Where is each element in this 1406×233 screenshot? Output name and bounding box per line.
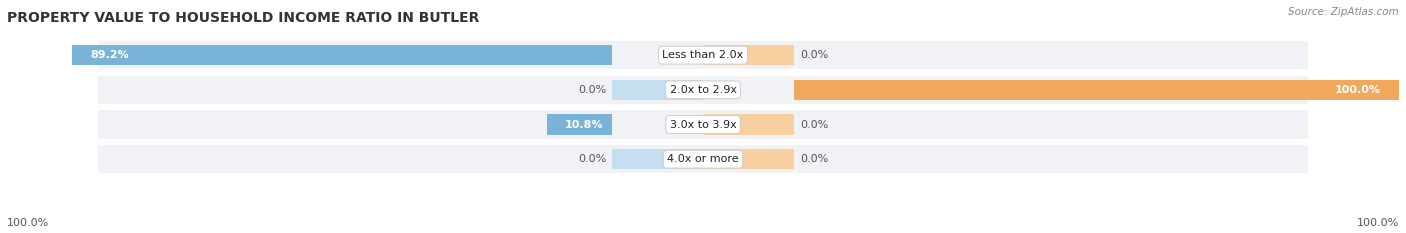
Text: PROPERTY VALUE TO HOUSEHOLD INCOME RATIO IN BUTLER: PROPERTY VALUE TO HOUSEHOLD INCOME RATIO…	[7, 10, 479, 24]
Text: 100.0%: 100.0%	[1357, 218, 1399, 228]
Text: 3.0x to 3.9x: 3.0x to 3.9x	[669, 120, 737, 130]
Text: 0.0%: 0.0%	[800, 50, 828, 60]
Bar	[612, 80, 703, 100]
Text: Source: ZipAtlas.com: Source: ZipAtlas.com	[1288, 7, 1399, 17]
Bar	[72, 45, 612, 65]
Text: 2.0x to 2.9x: 2.0x to 2.9x	[669, 85, 737, 95]
Text: 0.0%: 0.0%	[578, 154, 606, 164]
Text: 100.0%: 100.0%	[7, 218, 49, 228]
Bar	[794, 80, 1399, 100]
Text: 0.0%: 0.0%	[578, 85, 606, 95]
Text: 100.0%: 100.0%	[1334, 85, 1381, 95]
Bar	[98, 145, 1308, 173]
Bar	[703, 114, 794, 135]
Text: 89.2%: 89.2%	[90, 50, 129, 60]
Text: 10.8%: 10.8%	[565, 120, 603, 130]
Bar	[98, 110, 1308, 139]
Bar	[703, 45, 794, 65]
Text: 4.0x or more: 4.0x or more	[668, 154, 738, 164]
Text: Less than 2.0x: Less than 2.0x	[662, 50, 744, 60]
Bar	[547, 114, 612, 135]
Bar	[703, 149, 794, 169]
Text: 0.0%: 0.0%	[800, 154, 828, 164]
Bar	[98, 41, 1308, 69]
Text: 0.0%: 0.0%	[800, 120, 828, 130]
Bar	[612, 149, 703, 169]
Bar	[98, 76, 1308, 104]
